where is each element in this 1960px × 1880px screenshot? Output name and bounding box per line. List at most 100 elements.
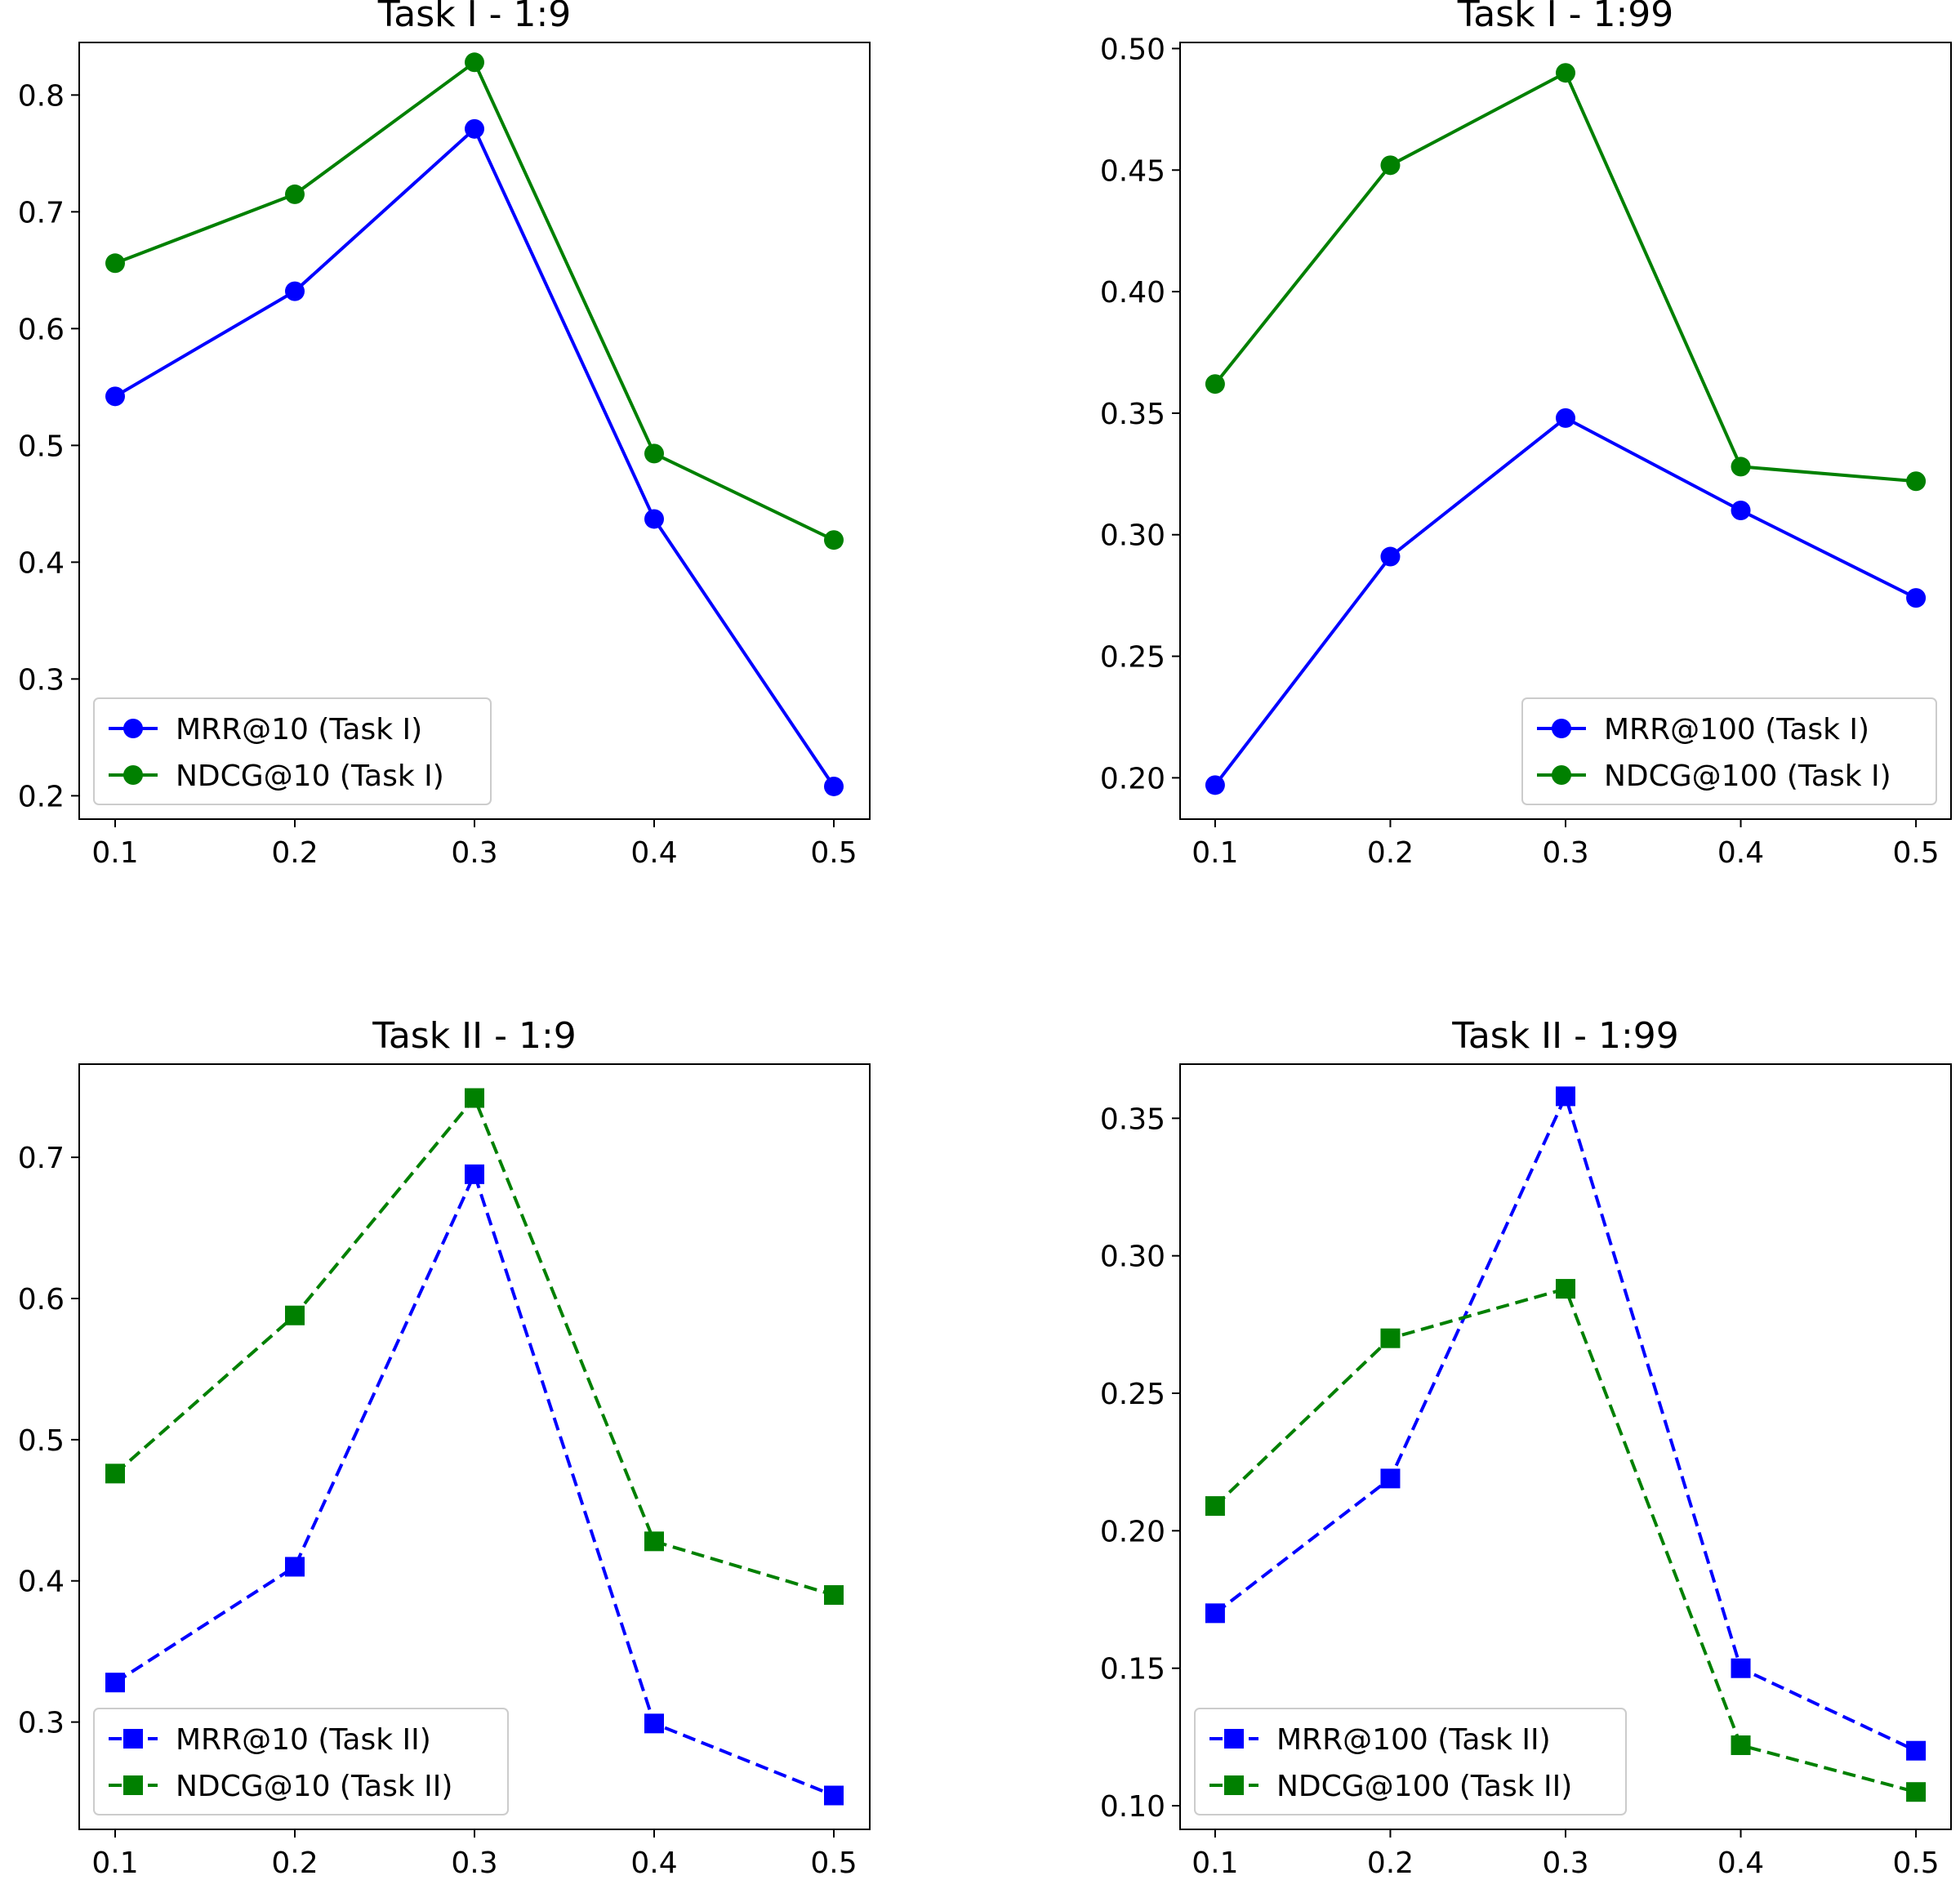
plot-frame (1179, 1063, 1952, 1830)
series-line (114, 1172, 835, 1798)
data-point (465, 1164, 484, 1184)
y-tick-label: 0.20 (1100, 1515, 1165, 1548)
plot-frame (78, 1063, 871, 1830)
y-tick-label: 0.3 (18, 663, 65, 697)
data-point (1906, 1740, 1927, 1761)
data-point (105, 386, 125, 407)
x-tick-label: 0.2 (271, 836, 318, 870)
x-tick-label: 0.3 (451, 836, 497, 870)
y-tick-label: 0.30 (1100, 1241, 1165, 1274)
y-tick-label: 0.2 (18, 780, 65, 813)
data-point (1205, 1496, 1225, 1517)
x-tick-label: 0.5 (810, 1847, 857, 1880)
data-point (824, 1785, 844, 1806)
legend-box (1521, 697, 1937, 805)
data-point (285, 1305, 305, 1325)
data-point (1906, 588, 1927, 608)
y-tick-label: 0.6 (18, 1283, 65, 1316)
data-point (824, 1585, 844, 1606)
legend-marker (1552, 719, 1571, 738)
x-tick-label: 0.4 (1717, 1847, 1764, 1880)
chart-task2-1-99: Task II - 1:99 0.10 0.15 0.20 0.25 0.30 0.35 0.… (1100, 1015, 1952, 1880)
y-tick-label: 0.35 (1100, 398, 1165, 431)
legend-marker (1224, 1729, 1244, 1749)
y-tick-label: 0.4 (18, 546, 65, 580)
legend-label: NDCG@10 (Task I) (176, 760, 444, 793)
y-tick-label: 0.35 (1100, 1103, 1165, 1136)
legend-marker (1224, 1775, 1244, 1795)
x-tick-label: 0.2 (1367, 836, 1414, 870)
data-point (1731, 457, 1751, 477)
data-point (105, 253, 125, 274)
legend-label: NDCG@100 (Task II) (1276, 1770, 1572, 1803)
legend: MRR@100 (Task I) NDCG@100 (Task I) (1521, 697, 1937, 805)
legend: MRR@10 (Task I) NDCG@10 (Task I) (93, 697, 492, 805)
data-point (1380, 1468, 1401, 1489)
y-tick-label: 0.10 (1100, 1790, 1165, 1824)
y-tick-label: 0.3 (18, 1707, 65, 1740)
legend-label: MRR@10 (Task I) (176, 713, 422, 746)
data-point (1906, 1782, 1927, 1802)
legend-label: MRR@10 (Task II) (176, 1723, 431, 1757)
x-tick-label: 0.1 (1192, 1847, 1238, 1880)
y-tick-label: 0.50 (1100, 33, 1165, 66)
legend-label: NDCG@10 (Task II) (176, 1770, 452, 1803)
legend-box (1194, 1708, 1627, 1815)
legend-marker (123, 765, 143, 785)
x-tick-label: 0.4 (630, 836, 677, 870)
y-tick-label: 0.5 (18, 1424, 65, 1458)
data-point (465, 52, 484, 73)
x-tick-label: 0.3 (1542, 1847, 1588, 1880)
data-point (1205, 374, 1225, 394)
x-tick-label: 0.3 (1542, 836, 1588, 870)
y-tick-label: 0.8 (18, 79, 65, 113)
x-tick-label: 0.3 (451, 1847, 497, 1880)
data-point (105, 1463, 125, 1484)
data-point (1731, 1658, 1751, 1678)
chart-title: Task II - 1:9 (372, 1015, 577, 1057)
chart-task1-1-9: Task I - 1:9 0.2 0.3 0.4 0.5 0.6 0.7 0.8 0.1 0.2 0… (18, 0, 871, 870)
data-point (644, 1713, 664, 1734)
legend-label: NDCG@100 (Task I) (1604, 760, 1891, 793)
x-tick-label: 0.2 (271, 1847, 318, 1880)
data-point (465, 118, 484, 139)
legend-marker (1552, 765, 1571, 785)
data-point (644, 443, 664, 464)
x-tick-label: 0.4 (630, 1847, 677, 1880)
y-tick-label: 0.6 (18, 313, 65, 346)
x-tick-label: 0.1 (91, 836, 138, 870)
data-point (1556, 408, 1575, 428)
y-tick-label: 0.7 (18, 1142, 65, 1175)
plot-frame (78, 42, 871, 820)
y-tick-label: 0.5 (18, 430, 65, 463)
data-point (1731, 1735, 1751, 1755)
legend-marker (123, 1775, 143, 1795)
plot-frame (1179, 42, 1952, 820)
legend-label: MRR@100 (Task II) (1276, 1723, 1551, 1757)
data-point (1380, 546, 1401, 567)
legend: MRR@100 (Task II) NDCG@100 (Task II) (1194, 1708, 1627, 1815)
data-point (285, 281, 305, 301)
x-tick-label: 0.1 (91, 1847, 138, 1880)
data-point (105, 1673, 125, 1693)
y-tick-label: 0.40 (1100, 276, 1165, 310)
legend-label: MRR@100 (Task I) (1604, 713, 1869, 746)
y-tick-label: 0.25 (1100, 1378, 1165, 1411)
chart-title: Task I - 1:99 (1457, 0, 1674, 35)
legend-marker (123, 719, 143, 738)
legend-box (93, 697, 492, 805)
series-line (1214, 1094, 1917, 1753)
chart-title: Task II - 1:99 (1451, 1015, 1679, 1057)
data-point (1556, 1279, 1575, 1299)
legend-box (93, 1708, 509, 1815)
chart-task1-1-99: Task I - 1:99 0.20 0.25 0.30 0.35 0.40 0.45 0.5… (1100, 0, 1952, 870)
legend: MRR@10 (Task II) NDCG@10 (Task II) (93, 1708, 509, 1815)
data-point (644, 1531, 664, 1552)
data-point (824, 530, 844, 550)
y-tick-label: 0.25 (1100, 641, 1165, 675)
data-point (1205, 775, 1225, 795)
data-point (1556, 63, 1575, 83)
x-tick-label: 0.5 (1892, 1847, 1939, 1880)
